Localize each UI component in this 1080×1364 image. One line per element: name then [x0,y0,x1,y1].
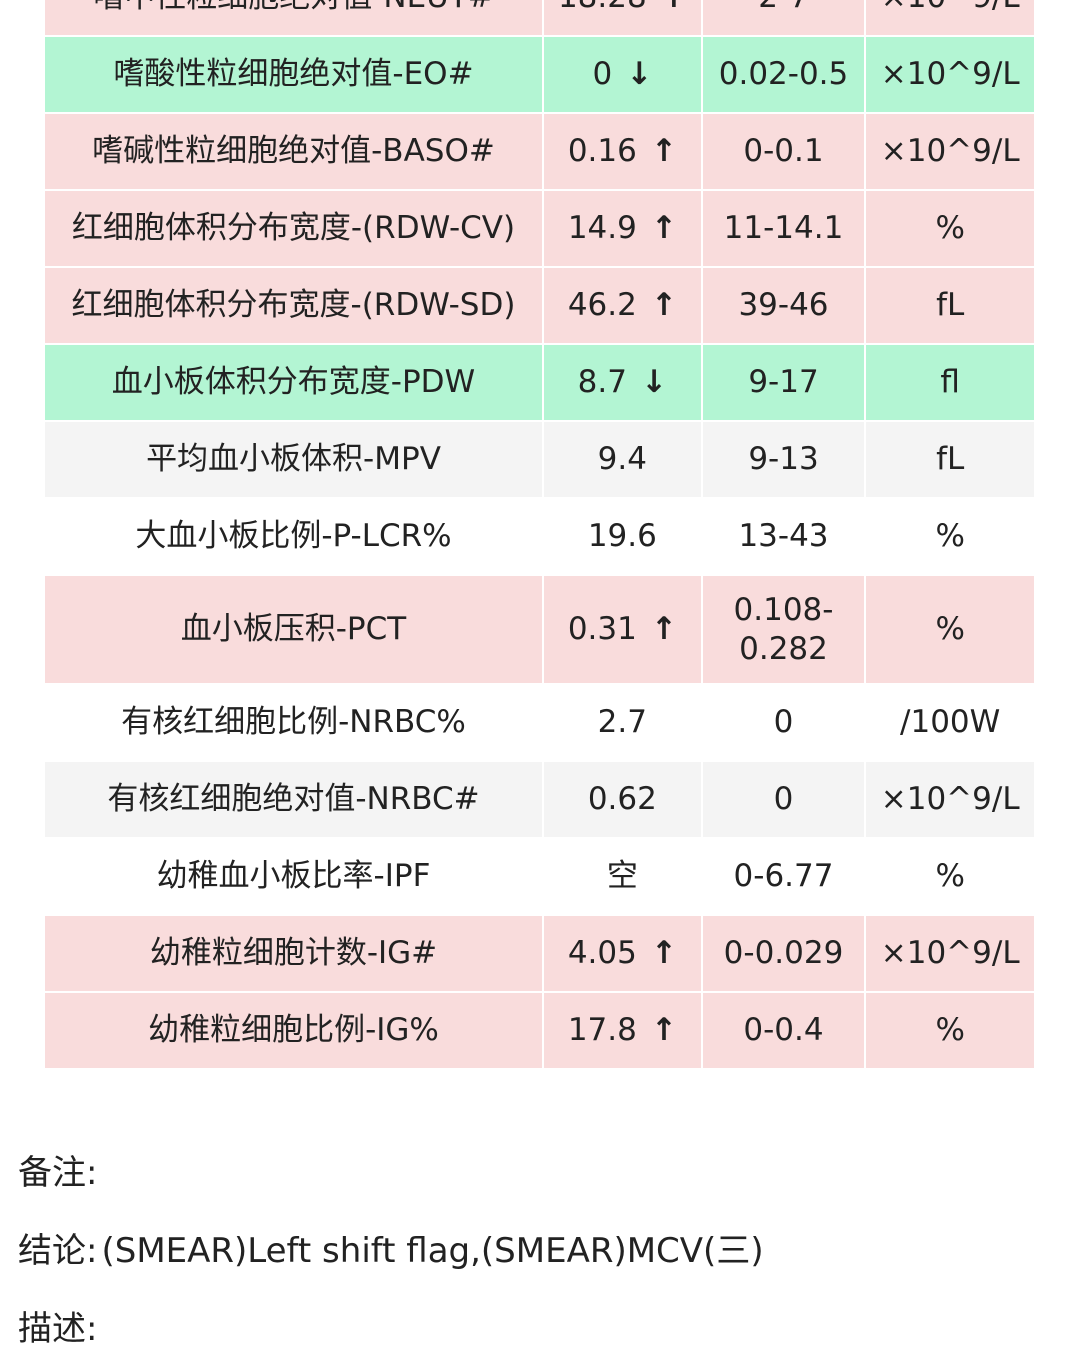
unit: ×10^9/L [866,762,1034,837]
remark-line: 备注: [18,1130,764,1208]
item-name: 有核红细胞绝对值-NRBC# [45,762,542,837]
item-value: 19.6 [543,499,701,574]
item-value: 2.7 [543,685,701,760]
item-name: 红细胞体积分布宽度-(RDW-CV) [45,191,542,266]
table-row: 平均血小板体积-MPV 9.4 9-13 fL [45,422,1034,497]
reference-range: 13-43 [702,499,865,574]
report-notes: 备注: 结论: (SMEAR)Left shift flag,(SMEAR)MC… [18,1130,764,1364]
unit: fL [866,422,1034,497]
item-name: 血小板压积-PCT [45,576,542,683]
item-value: 9.4 [543,422,701,497]
conclusion-line: 结论: (SMEAR)Left shift flag,(SMEAR)MCV(三) [18,1208,764,1286]
description-line: 描述: [18,1286,764,1364]
up-arrow-icon: ↑ [650,287,677,324]
description-label: 描述: [18,1308,98,1349]
table-row: 嗜中性粒细胞绝对值-NEUT# 18.28↑ 2-7 ×10^9/L [45,0,1034,35]
reference-range: 0-0.1 [702,114,865,189]
lab-results-table: 嗜中性粒细胞绝对值-NEUT# 18.28↑ 2-7 ×10^9/L 嗜酸性粒细… [45,0,1034,1070]
down-arrow-icon: ↓ [640,364,667,401]
table-row: 血小板体积分布宽度-PDW 8.7 ↓ 9-17 fl [45,345,1034,420]
unit: fl [866,345,1034,420]
reference-range: 39-46 [702,268,865,343]
table-row: 幼稚粒细胞计数-IG# 4.05 ↑ 0-0.029 ×10^9/L [45,916,1034,991]
item-value: 0.31 ↑ [543,576,701,683]
unit: % [866,839,1034,914]
up-arrow-icon: ↑ [650,133,677,170]
item-name: 大血小板比例-P-LCR% [45,499,542,574]
item-value: 14.9 ↑ [543,191,701,266]
up-arrow-icon: ↑ [650,210,677,247]
conclusion-value: (SMEAR)Left shift flag,(SMEAR)MCV(三) [101,1230,764,1271]
unit: % [866,499,1034,574]
item-value: 0.62 [543,762,701,837]
item-value: 18.28↑ [543,0,701,35]
item-value: 4.05 ↑ [543,916,701,991]
table-row: 血小板压积-PCT 0.31 ↑ 0.108-0.282 % [45,576,1034,683]
item-value: 8.7 ↓ [543,345,701,420]
unit: ×10^9/L [866,0,1034,35]
up-arrow-icon: ↑ [650,935,677,972]
reference-range: 0 [702,685,865,760]
unit: ×10^9/L [866,37,1034,112]
item-value: 17.8 ↑ [543,993,701,1068]
reference-range: 0.02-0.5 [702,37,865,112]
unit: /100W [866,685,1034,760]
unit: ×10^9/L [866,916,1034,991]
item-name: 嗜碱性粒细胞绝对值-BASO# [45,114,542,189]
up-arrow-icon: ↑ [661,0,687,17]
item-name: 嗜中性粒细胞绝对值-NEUT# [45,0,542,35]
unit: fL [866,268,1034,343]
reference-range: 0-0.4 [702,993,865,1068]
reference-range: 11-14.1 [702,191,865,266]
table-row: 大血小板比例-P-LCR% 19.6 13-43 % [45,499,1034,574]
item-name: 平均血小板体积-MPV [45,422,542,497]
table-row: 幼稚粒细胞比例-IG% 17.8 ↑ 0-0.4 % [45,993,1034,1068]
reference-range: 0 [702,762,865,837]
item-name: 幼稚粒细胞比例-IG% [45,993,542,1068]
table-row: 嗜酸性粒细胞绝对值-EO# 0 ↓ 0.02-0.5 ×10^9/L [45,37,1034,112]
table-row: 红细胞体积分布宽度-(RDW-SD) 46.2 ↑ 39-46 fL [45,268,1034,343]
item-name: 有核红细胞比例-NRBC% [45,685,542,760]
reference-range: 0-6.77 [702,839,865,914]
item-value: 0.16 ↑ [543,114,701,189]
table-row: 幼稚血小板比率-IPF 空 0-6.77 % [45,839,1034,914]
table-row: 有核红细胞比例-NRBC% 2.7 0 /100W [45,685,1034,760]
down-arrow-icon: ↓ [626,56,653,93]
up-arrow-icon: ↑ [650,1012,677,1049]
item-name: 血小板体积分布宽度-PDW [45,345,542,420]
item-value: 0 ↓ [543,37,701,112]
reference-range: 0.108-0.282 [702,576,865,683]
reference-range: 2-7 [702,0,865,35]
item-name: 幼稚血小板比率-IPF [45,839,542,914]
reference-range: 9-17 [702,345,865,420]
item-name: 红细胞体积分布宽度-(RDW-SD) [45,268,542,343]
unit: ×10^9/L [866,114,1034,189]
table-row: 红细胞体积分布宽度-(RDW-CV) 14.9 ↑ 11-14.1 % [45,191,1034,266]
item-name: 幼稚粒细胞计数-IG# [45,916,542,991]
item-name: 嗜酸性粒细胞绝对值-EO# [45,37,542,112]
item-value: 46.2 ↑ [543,268,701,343]
reference-range: 9-13 [702,422,865,497]
reference-range: 0-0.029 [702,916,865,991]
table-row: 有核红细胞绝对值-NRBC# 0.62 0 ×10^9/L [45,762,1034,837]
unit: % [866,191,1034,266]
up-arrow-icon: ↑ [650,611,677,648]
remark-label: 备注: [18,1152,98,1193]
item-value: 空 [543,839,701,914]
conclusion-label: 结论: [18,1230,98,1271]
unit: % [866,576,1034,683]
table-row: 嗜碱性粒细胞绝对值-BASO# 0.16 ↑ 0-0.1 ×10^9/L [45,114,1034,189]
unit: % [866,993,1034,1068]
